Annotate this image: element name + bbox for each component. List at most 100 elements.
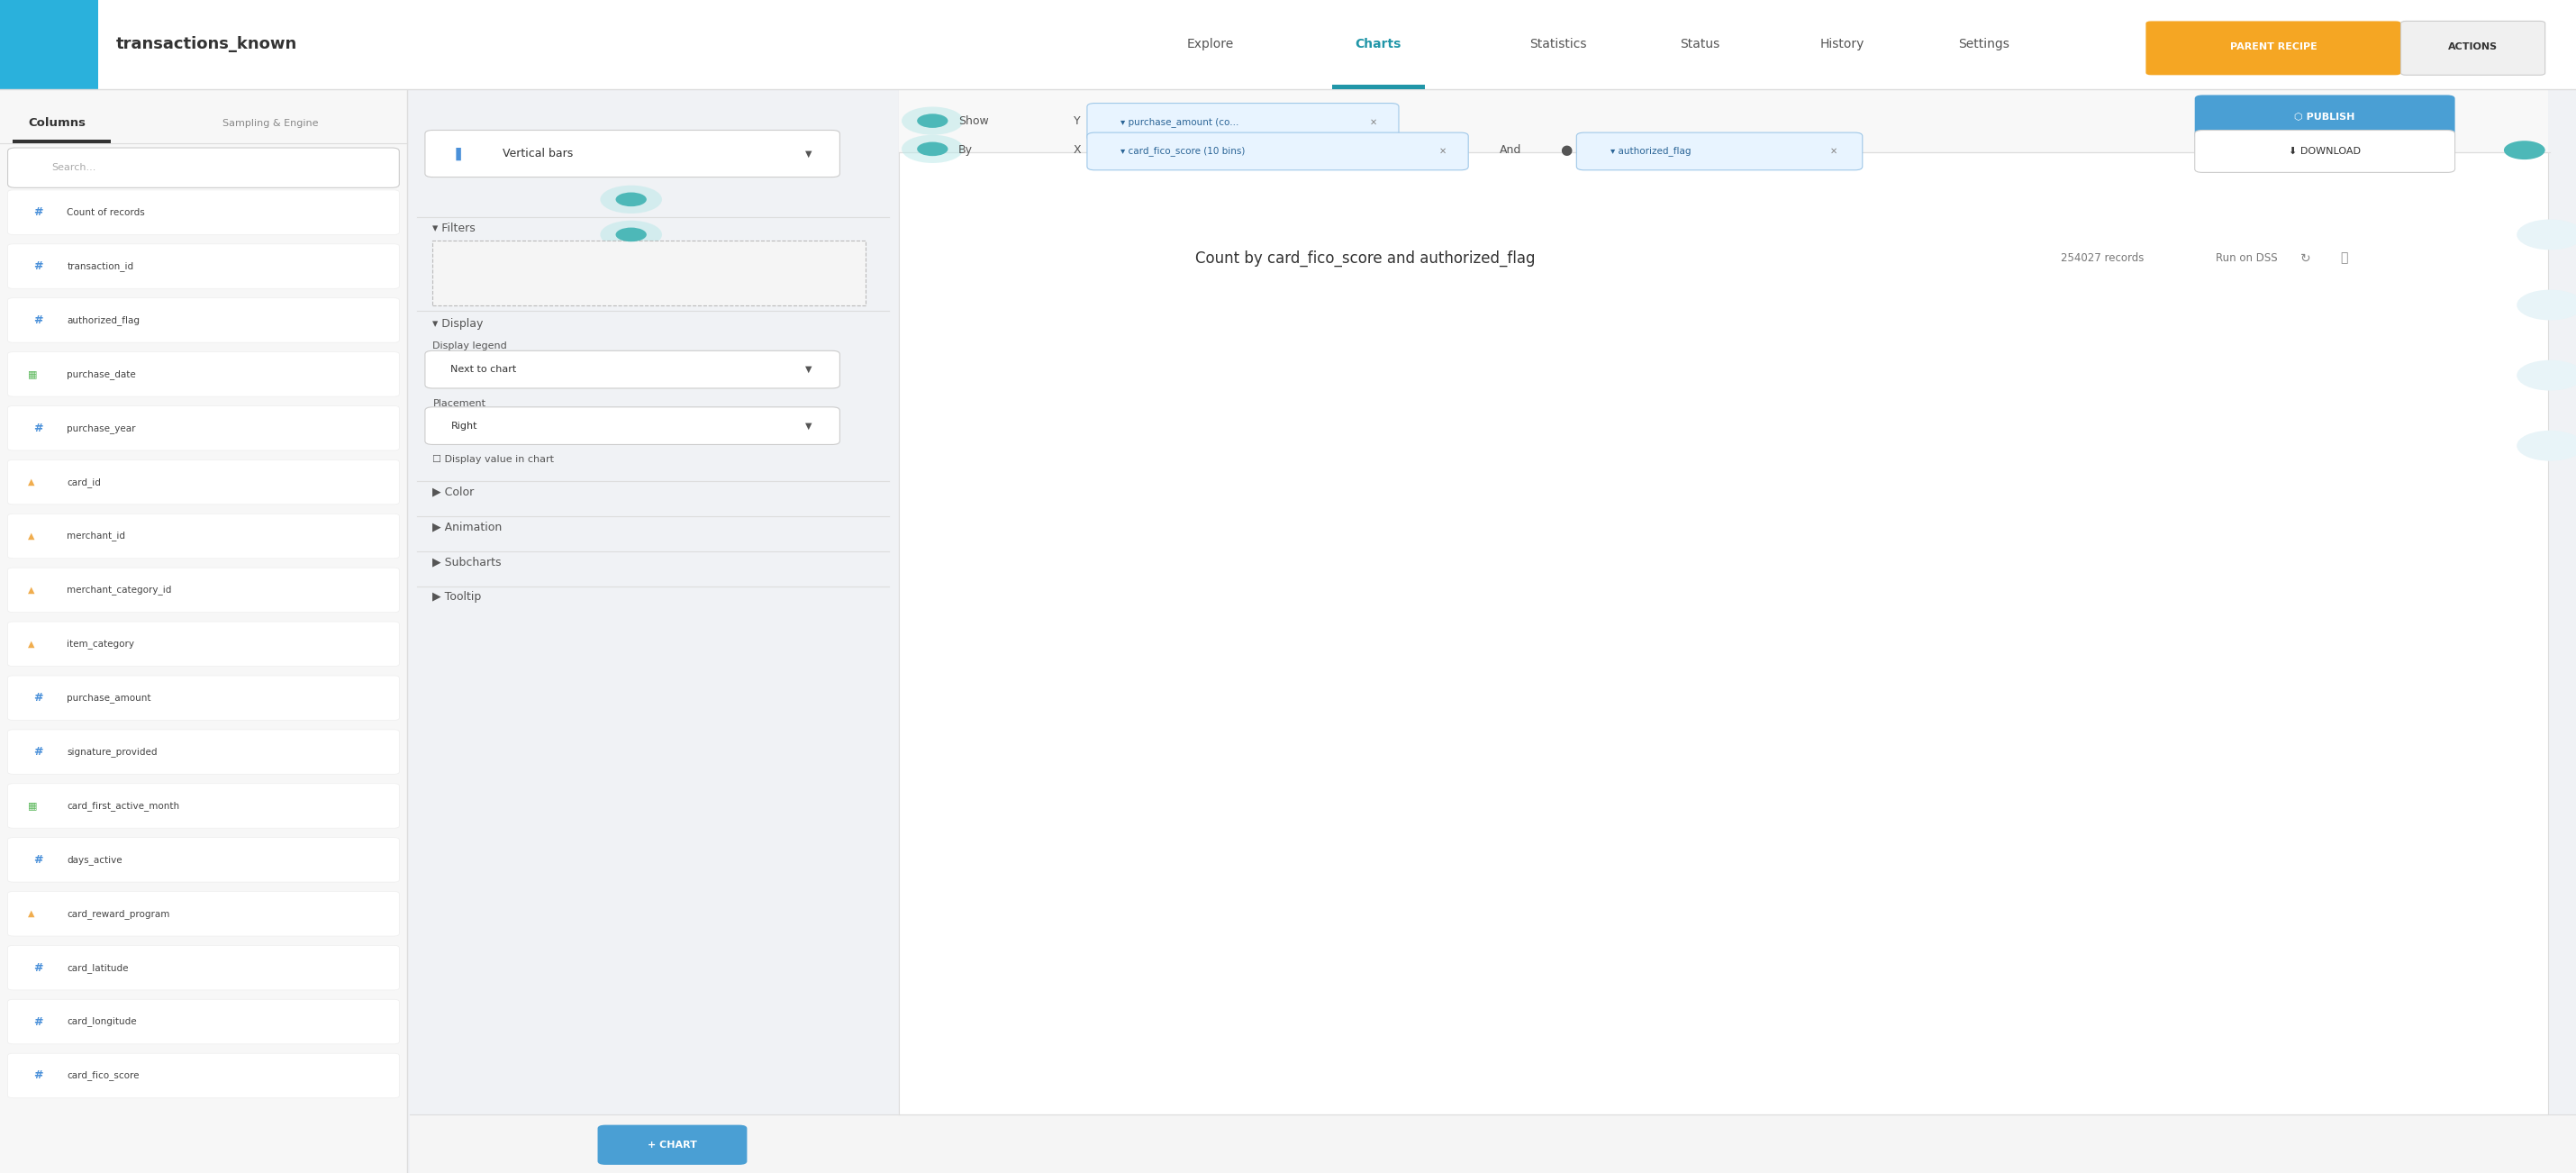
Text: #: # [33, 746, 44, 758]
Text: And: And [1499, 144, 1522, 156]
Text: PARENT RECIPE: PARENT RECIPE [2231, 42, 2316, 52]
Text: ▲: ▲ [28, 531, 36, 541]
Text: ☐ Display value in chart: ☐ Display value in chart [433, 455, 554, 465]
Text: Sampling & Engine: Sampling & Engine [222, 118, 319, 128]
Text: Right: Right [451, 421, 477, 430]
Text: authorized_flag: authorized_flag [67, 316, 139, 325]
X-axis label: FICO range: FICO range [1721, 1084, 1783, 1096]
Text: ●: ● [1561, 143, 1571, 157]
Text: Settings: Settings [1958, 39, 2009, 50]
Text: By: By [958, 144, 974, 156]
Bar [1417, 482, 1468, 1056]
Bar [1551, 542, 1602, 1056]
Text: ✕: ✕ [1832, 147, 1837, 156]
Text: #: # [33, 260, 44, 272]
Text: ↻: ↻ [2300, 252, 2311, 264]
Text: ▐: ▐ [451, 148, 461, 160]
Text: card_latitude: card_latitude [67, 963, 129, 972]
Text: ✕: ✕ [1440, 147, 1445, 156]
Text: ▶ Animation: ▶ Animation [433, 521, 502, 533]
Text: Count of records: Count of records [67, 208, 144, 217]
Bar [2354, 395, 2406, 1056]
Bar [1231, 985, 1283, 1056]
Bar [1365, 1009, 1417, 1056]
Legend: 0, 1: 0, 1 [2401, 364, 2429, 398]
Text: Statistics: Statistics [1530, 39, 1587, 50]
Text: Status: Status [1680, 39, 1721, 50]
Text: ▾ purchase_amount (co...: ▾ purchase_amount (co... [1121, 117, 1239, 127]
Text: ▦: ▦ [28, 369, 39, 379]
Bar [2169, 1003, 2221, 1056]
Text: ▲: ▲ [28, 477, 36, 487]
Bar [2221, 433, 2272, 1056]
Text: merchant_id: merchant_id [67, 531, 126, 541]
Text: days_active: days_active [67, 855, 124, 865]
Text: Next to chart: Next to chart [451, 365, 518, 374]
Text: #: # [33, 1016, 44, 1028]
Bar [2303, 976, 2354, 1056]
Text: merchant_category_id: merchant_category_id [67, 585, 173, 595]
Text: #: # [33, 1070, 44, 1082]
Text: Count by card_fico_score and authorized_flag: Count by card_fico_score and authorized_… [1195, 250, 1535, 266]
Bar [1149, 402, 1200, 1056]
Bar [1097, 985, 1149, 1056]
Text: Show: Show [958, 115, 989, 127]
Text: signature_provided: signature_provided [67, 747, 157, 757]
Text: purchase_amount: purchase_amount [67, 693, 152, 703]
Bar [2087, 533, 2138, 1056]
Text: #: # [33, 962, 44, 974]
Text: X: X [1072, 144, 1082, 156]
Text: ▼: ▼ [806, 149, 811, 158]
Text: ▾ authorized_flag: ▾ authorized_flag [1610, 147, 1690, 156]
Text: ⬇ DOWNLOAD: ⬇ DOWNLOAD [2290, 147, 2360, 156]
Text: transaction_id: transaction_id [67, 262, 134, 271]
Text: ▲: ▲ [28, 585, 36, 595]
Bar [1901, 1017, 1953, 1056]
Text: #: # [33, 206, 44, 218]
Y-axis label: Purchase count: Purchase count [1020, 664, 1033, 750]
Text: ✕: ✕ [1370, 117, 1376, 127]
Text: Display legend: Display legend [433, 341, 507, 351]
Text: purchase_year: purchase_year [67, 423, 137, 433]
Text: History: History [1819, 39, 1865, 50]
Bar [1283, 557, 1334, 1056]
Text: card_longitude: card_longitude [67, 1017, 137, 1026]
Text: ⤢: ⤢ [2342, 252, 2347, 264]
Text: #: # [33, 692, 44, 704]
Text: + CHART: + CHART [647, 1140, 698, 1150]
Text: ACTIONS: ACTIONS [2447, 42, 2499, 52]
Text: ▾ Filters: ▾ Filters [433, 223, 477, 235]
Text: ▶ Tooltip: ▶ Tooltip [433, 591, 482, 603]
Text: #: # [33, 422, 44, 434]
Bar [2035, 1011, 2087, 1056]
Text: ▲: ▲ [28, 909, 36, 918]
Text: purchase_date: purchase_date [67, 369, 137, 379]
Text: card_fico_score: card_fico_score [67, 1071, 139, 1080]
Text: ▼: ▼ [806, 365, 811, 374]
Text: ▾ card_fico_score (10 bins): ▾ card_fico_score (10 bins) [1121, 147, 1244, 156]
Bar [1499, 1018, 1551, 1056]
Text: ▼: ▼ [806, 421, 811, 430]
Text: ⬡ PUBLISH: ⬡ PUBLISH [2295, 113, 2354, 122]
Text: 254027 records: 254027 records [2061, 252, 2143, 264]
Text: Placement: Placement [433, 399, 487, 408]
Text: Charts: Charts [1355, 39, 1401, 50]
Text: ▦: ▦ [28, 801, 39, 811]
Text: Columns: Columns [28, 117, 85, 129]
Text: ▶ Subcharts: ▶ Subcharts [433, 556, 502, 568]
Text: card_id: card_id [67, 477, 100, 487]
Text: ▾ Display: ▾ Display [433, 318, 484, 330]
Text: card_first_active_month: card_first_active_month [67, 801, 180, 811]
Bar [1767, 1022, 1819, 1056]
Text: transactions_known: transactions_known [116, 36, 296, 53]
Bar [1819, 595, 1870, 1056]
Bar [1685, 582, 1736, 1056]
Text: ▶ Color: ▶ Color [433, 486, 474, 497]
Bar [1953, 542, 2004, 1056]
Bar [1633, 1023, 1685, 1056]
Text: item_category: item_category [67, 639, 134, 649]
Text: ▲: ▲ [28, 639, 36, 649]
Text: Vertical bars: Vertical bars [502, 148, 572, 160]
Text: #: # [33, 854, 44, 866]
Text: #: # [33, 314, 44, 326]
